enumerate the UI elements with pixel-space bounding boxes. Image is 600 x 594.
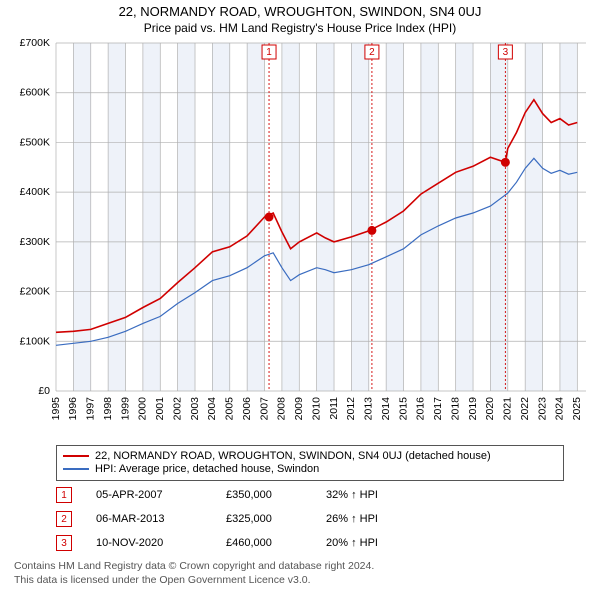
legend-item: 22, NORMANDY ROAD, WROUGHTON, SWINDON, S… xyxy=(63,450,557,462)
footer-line-2: This data is licensed under the Open Gov… xyxy=(14,573,590,587)
event-row: 2 06-MAR-2013£325,00026% ↑ HPI xyxy=(56,511,550,527)
svg-text:1995: 1995 xyxy=(50,397,62,421)
svg-text:2002: 2002 xyxy=(171,397,183,421)
svg-text:£300K: £300K xyxy=(20,236,50,248)
svg-text:2008: 2008 xyxy=(276,397,288,421)
legend: 22, NORMANDY ROAD, WROUGHTON, SWINDON, S… xyxy=(56,445,564,481)
svg-text:2023: 2023 xyxy=(536,397,548,421)
svg-text:1: 1 xyxy=(266,47,272,58)
footer-line-1: Contains HM Land Registry data © Crown c… xyxy=(14,559,590,573)
legend-label: HPI: Average price, detached house, Swin… xyxy=(95,463,319,475)
svg-text:2006: 2006 xyxy=(241,397,253,421)
event-row: 1 05-APR-2007£350,00032% ↑ HPI xyxy=(56,487,550,503)
event-marker: 1 xyxy=(56,487,72,503)
svg-text:2012: 2012 xyxy=(345,397,357,421)
svg-text:2019: 2019 xyxy=(467,397,479,421)
svg-text:£200K: £200K xyxy=(20,286,50,298)
legend-swatch xyxy=(63,468,89,470)
svg-text:2010: 2010 xyxy=(310,397,322,421)
legend-item: HPI: Average price, detached house, Swin… xyxy=(63,463,557,475)
event-pct: 20% ↑ HPI xyxy=(326,537,426,549)
attribution-footer: Contains HM Land Registry data © Crown c… xyxy=(14,559,590,587)
svg-text:1999: 1999 xyxy=(119,397,131,421)
legend-swatch xyxy=(63,455,89,457)
svg-text:3: 3 xyxy=(503,47,509,58)
svg-text:2011: 2011 xyxy=(328,397,340,420)
event-marker: 3 xyxy=(56,535,72,551)
svg-text:£400K: £400K xyxy=(20,186,50,198)
svg-text:£700K: £700K xyxy=(20,39,50,49)
svg-text:2007: 2007 xyxy=(258,397,270,421)
svg-text:2021: 2021 xyxy=(502,397,514,421)
event-date: 10-NOV-2020 xyxy=(96,537,226,549)
legend-label: 22, NORMANDY ROAD, WROUGHTON, SWINDON, S… xyxy=(95,450,491,462)
svg-text:£0: £0 xyxy=(38,385,50,397)
event-row: 3 10-NOV-2020£460,00020% ↑ HPI xyxy=(56,535,550,551)
svg-text:2024: 2024 xyxy=(554,397,566,421)
event-pct: 32% ↑ HPI xyxy=(326,489,426,501)
svg-text:2: 2 xyxy=(369,47,375,58)
page-title: 22, NORMANDY ROAD, WROUGHTON, SWINDON, S… xyxy=(0,4,600,19)
svg-text:2009: 2009 xyxy=(293,397,305,421)
price-chart: £0 £100K £200K £300K £400K £500K £600K £700K 199… xyxy=(6,39,594,439)
svg-text:2025: 2025 xyxy=(571,397,583,421)
event-date: 06-MAR-2013 xyxy=(96,513,226,525)
events-table: 1 05-APR-2007£350,00032% ↑ HPI 2 06-MAR-201… xyxy=(56,487,550,551)
svg-text:2015: 2015 xyxy=(397,397,409,421)
event-price: £460,000 xyxy=(226,537,326,549)
svg-text:2001: 2001 xyxy=(154,397,166,421)
svg-text:2017: 2017 xyxy=(432,397,444,421)
svg-text:2004: 2004 xyxy=(206,397,218,421)
svg-text:2005: 2005 xyxy=(224,397,236,421)
event-price: £325,000 xyxy=(226,513,326,525)
svg-text:2014: 2014 xyxy=(380,397,392,421)
svg-text:2022: 2022 xyxy=(519,397,531,421)
svg-text:2000: 2000 xyxy=(137,397,149,421)
svg-text:2020: 2020 xyxy=(484,397,496,421)
page-subtitle: Price paid vs. HM Land Registry's House … xyxy=(0,21,600,35)
svg-text:£500K: £500K xyxy=(20,136,50,148)
svg-text:1997: 1997 xyxy=(85,397,97,421)
event-date: 05-APR-2007 xyxy=(96,489,226,501)
svg-text:£600K: £600K xyxy=(20,87,50,99)
svg-text:2013: 2013 xyxy=(363,397,375,421)
svg-text:2016: 2016 xyxy=(415,397,427,421)
svg-text:1996: 1996 xyxy=(67,397,79,421)
event-marker: 2 xyxy=(56,511,72,527)
event-price: £350,000 xyxy=(226,489,326,501)
event-pct: 26% ↑ HPI xyxy=(326,513,426,525)
svg-text:1998: 1998 xyxy=(102,397,114,421)
svg-text:2003: 2003 xyxy=(189,397,201,421)
svg-text:2018: 2018 xyxy=(449,397,461,421)
svg-text:£100K: £100K xyxy=(20,335,50,347)
